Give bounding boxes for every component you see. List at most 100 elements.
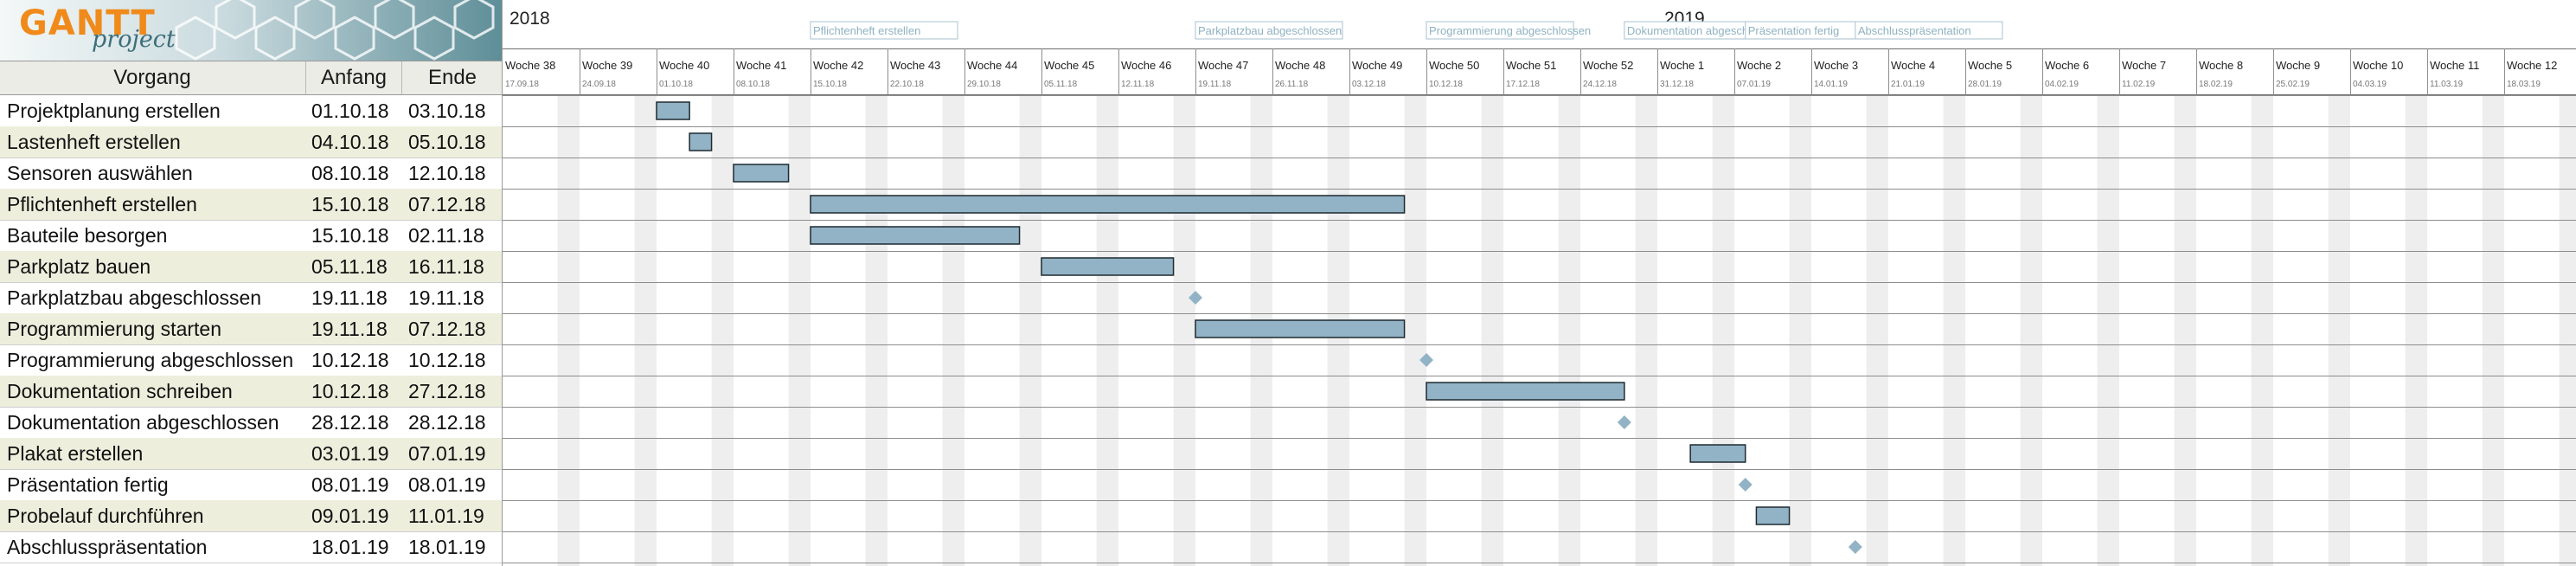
- task-name: Parkplatz bauen: [7, 255, 151, 278]
- week-date-label: 28.01.19: [1968, 80, 2002, 89]
- task-bar[interactable]: [810, 195, 1406, 214]
- week-date-label: 22.10.18: [890, 80, 924, 89]
- week-date-label: 24.12.18: [1583, 80, 1617, 89]
- column-header-vorgang[interactable]: Vorgang: [113, 66, 191, 89]
- task-row[interactable]: Sensoren auswählen 08.10.18 12.10.18: [0, 158, 502, 190]
- weekend-column: [2405, 95, 2427, 566]
- task-row[interactable]: Parkplatzbau abgeschlossen 19.11.18 19.1…: [0, 282, 502, 314]
- task-start: 19.11.18: [311, 318, 388, 340]
- week-date-label: 12.11.18: [1121, 80, 1155, 89]
- weekend-column: [1712, 95, 1734, 566]
- column-header-ende[interactable]: Ende: [401, 61, 503, 94]
- milestone-diamond[interactable]: [1848, 540, 1862, 554]
- task-row[interactable]: Programmierung abgeschlossen 10.12.18 10…: [0, 344, 502, 376]
- task-bar[interactable]: [656, 101, 690, 120]
- task-bar[interactable]: [1426, 382, 1625, 401]
- milestone-label-box: [1855, 21, 2003, 40]
- week-label: Woche 41: [736, 59, 786, 72]
- task-row[interactable]: Parkplatz bauen 05.11.18 16.11.18: [0, 251, 502, 283]
- weekend-column: [2020, 95, 2042, 566]
- task-table-header: Vorgang Anfang Ende: [0, 61, 502, 95]
- task-bar[interactable]: [733, 164, 790, 183]
- task-row[interactable]: Präsentation fertig 08.01.19 08.01.19: [0, 469, 502, 501]
- task-row[interactable]: Pflichtenheft erstellen 15.10.18 07.12.1…: [0, 189, 502, 221]
- milestone-diamond[interactable]: [1738, 478, 1753, 492]
- milestone-diamond[interactable]: [1189, 291, 1202, 305]
- year-label: 2018: [509, 9, 550, 29]
- task-end: 27.12.18: [408, 380, 486, 402]
- week-date-label: 03.12.18: [1352, 80, 1386, 89]
- task-bar[interactable]: [1755, 506, 1791, 525]
- task-start: 28.12.18: [311, 411, 389, 434]
- task-row[interactable]: Plakat erstellen 03.01.19 07.01.19: [0, 438, 502, 470]
- week-date-label: 10.12.18: [1429, 80, 1463, 89]
- week-label: Woche 12: [2507, 59, 2557, 72]
- task-end: 02.11.18: [408, 224, 484, 247]
- task-table: GANTT project Vorgang Anfang Ende Projek…: [0, 0, 503, 566]
- task-row[interactable]: Dokumentation schreiben 10.12.18 27.12.1…: [0, 376, 502, 408]
- weekend-column: [557, 95, 580, 566]
- weekend-column: [1173, 95, 1195, 566]
- milestone-label-box: [1426, 21, 1574, 40]
- week-date-label: 04.03.19: [2353, 80, 2387, 89]
- task-row[interactable]: Programmierung starten 19.11.18 07.12.18: [0, 313, 502, 345]
- task-name: Lastenheft erstellen: [7, 131, 181, 153]
- week-label: Woche 39: [582, 59, 632, 72]
- week-date-label: 29.10.18: [967, 80, 1001, 89]
- week-label: Woche 40: [659, 59, 709, 72]
- task-bar[interactable]: [1689, 444, 1746, 463]
- week-date-label: 26.11.18: [1275, 80, 1309, 89]
- milestone-label-box: [1195, 21, 1343, 40]
- task-bar[interactable]: [689, 132, 713, 151]
- weekend-column: [1404, 95, 1426, 566]
- weekend-column: [1789, 95, 1811, 566]
- gantt-chart[interactable]: 2018 2019 Woche 38 17.09.18 Woche 39 24.09.18…: [503, 0, 2576, 566]
- task-start: 18.01.19: [311, 536, 389, 558]
- week-label: Woche 49: [1352, 59, 1402, 72]
- milestone-label-text: Dokumentation abgeschlossen: [1627, 24, 1781, 37]
- task-bar[interactable]: [1041, 257, 1175, 276]
- task-row[interactable]: Lastenheft erstellen 04.10.18 05.10.18: [0, 126, 502, 158]
- task-bar[interactable]: [1195, 319, 1406, 338]
- milestone-diamond[interactable]: [1419, 353, 1433, 367]
- task-end: 07.12.18: [408, 318, 486, 340]
- task-row[interactable]: Abschlusspräsentation 18.01.19 18.01.19: [0, 531, 502, 563]
- week-label: Woche 4: [1891, 59, 1935, 72]
- column-header-anfang[interactable]: Anfang: [305, 61, 401, 94]
- week-date-label: 17.09.18: [505, 80, 539, 89]
- week-label: Woche 51: [1506, 59, 1556, 72]
- task-start: 19.11.18: [311, 286, 388, 309]
- task-start: 03.01.19: [311, 442, 389, 465]
- task-end: 19.11.18: [408, 286, 484, 309]
- task-name: Plakat erstellen: [7, 442, 144, 465]
- milestone-label-text: Abschlusspräsentation: [1858, 24, 1971, 37]
- milestone-label-text: Parkplatzbau abgeschlossen: [1198, 24, 1342, 37]
- week-date-label: 08.10.18: [736, 80, 770, 89]
- weekend-column: [2482, 95, 2504, 566]
- task-name: Pflichtenheft erstellen: [7, 193, 197, 215]
- week-label: Woche 9: [2276, 59, 2320, 72]
- milestone-header-label: Programmierung abgeschlossen: [1426, 21, 1591, 40]
- week-label: Woche 46: [1121, 59, 1171, 72]
- task-start: 09.01.19: [311, 505, 389, 527]
- milestone-diamond[interactable]: [1617, 415, 1631, 429]
- task-name: Bauteile besorgen: [7, 224, 168, 247]
- milestone-label-box: [810, 21, 958, 40]
- task-row[interactable]: Projektplanung erstellen 01.10.18 03.10.…: [0, 95, 502, 127]
- task-bar[interactable]: [810, 226, 1021, 245]
- task-row[interactable]: Dokumentation abgeschlossen 28.12.18 28.…: [0, 407, 502, 439]
- week-label: Woche 2: [1737, 59, 1781, 72]
- task-start: 01.10.18: [311, 100, 389, 122]
- task-name: Programmierung starten: [7, 318, 221, 340]
- task-name: Abschlusspräsentation: [7, 536, 208, 558]
- task-row[interactable]: Bauteile besorgen 15.10.18 02.11.18: [0, 220, 502, 252]
- week-label: Woche 11: [2430, 59, 2479, 72]
- weekend-column: [1096, 95, 1118, 566]
- task-row[interactable]: Probelauf durchführen 09.01.19 11.01.19: [0, 500, 502, 532]
- week-date-label: 24.09.18: [582, 80, 616, 89]
- week-label: Woche 7: [2122, 59, 2166, 72]
- weekend-column: [1943, 95, 1965, 566]
- task-end: 28.12.18: [408, 411, 486, 434]
- week-label: Woche 52: [1583, 59, 1633, 72]
